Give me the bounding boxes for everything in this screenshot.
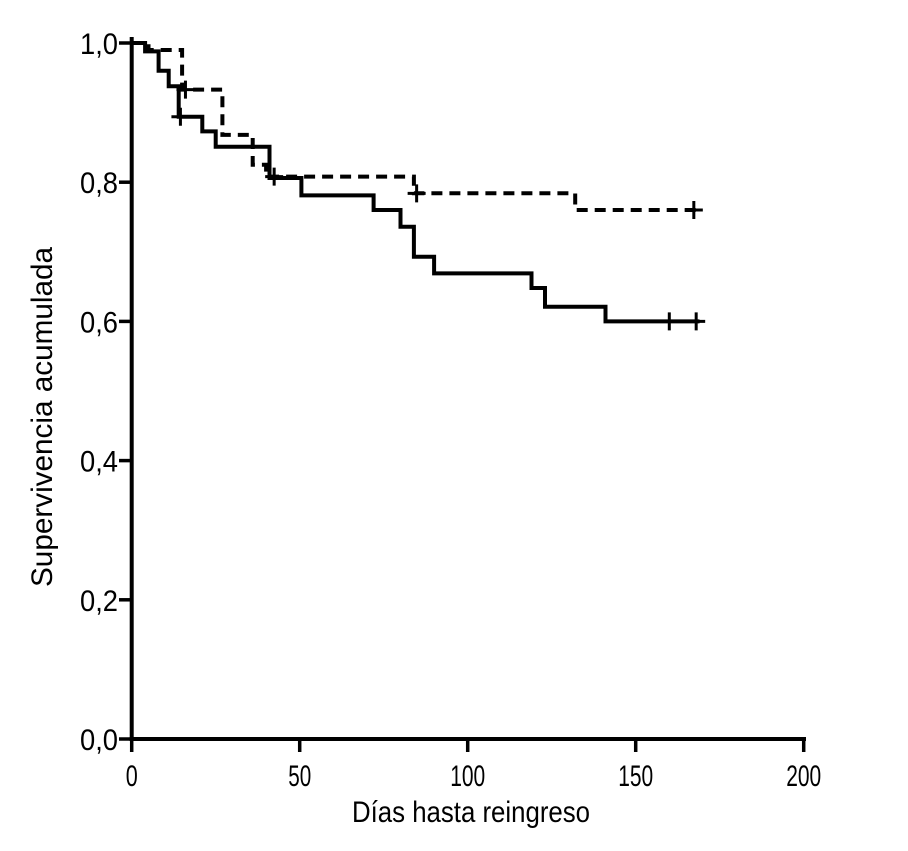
y-tick-label: 0,2	[80, 585, 118, 618]
censor-mark-curva-continua	[171, 107, 190, 126]
x-tick-label: 150	[618, 760, 653, 793]
censor-mark-curva-discontinua	[684, 201, 703, 220]
censor-mark-curva-continua	[687, 312, 706, 331]
series-curva-continua-line	[131, 41, 700, 324]
x-tick-label: 50	[288, 760, 311, 793]
y-tick-label: 0,4	[80, 446, 118, 479]
x-tick-label: 0	[126, 760, 138, 793]
x-axis-label: Días hasta reingreso	[352, 796, 590, 829]
series-curva-discontinua-line	[131, 41, 698, 212]
x-tick-label: 100	[450, 760, 485, 793]
y-tick-label: 0,0	[80, 724, 118, 757]
censor-mark-curva-discontinua	[265, 167, 284, 186]
y-tick-label: 0,8	[80, 167, 118, 200]
y-tick-label: 0,6	[80, 306, 118, 339]
x-tick-label: 200	[786, 760, 821, 793]
censor-mark-curva-discontinua	[176, 80, 195, 99]
censor-mark-curva-discontinua	[407, 184, 426, 203]
y-tick-label: 1,0	[80, 28, 118, 61]
y-axis-label: Supervivencia acumulada	[26, 247, 59, 587]
censor-mark-curva-continua	[660, 312, 679, 331]
